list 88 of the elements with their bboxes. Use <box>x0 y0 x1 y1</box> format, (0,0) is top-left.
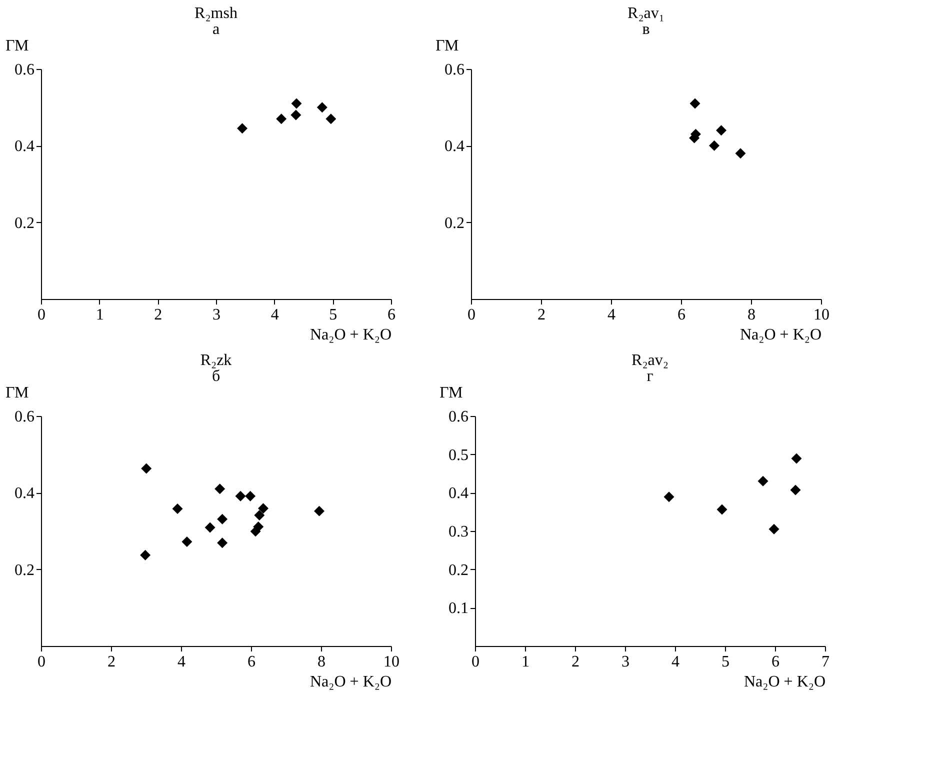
y-tick-label: 0.3 <box>448 524 468 540</box>
x-tick-label: 2 <box>108 654 116 670</box>
point <box>290 110 302 120</box>
point <box>716 504 728 515</box>
x-tick-label: 6 <box>678 306 686 324</box>
y-tick-label: 0.2 <box>444 214 464 232</box>
x-axis-title: Na₂O + K₂O <box>310 326 392 344</box>
x-tick-label: 5 <box>722 654 730 670</box>
point <box>316 102 328 113</box>
chart-title: R₂zk <box>200 352 232 369</box>
x-axis-title: Na₂O + K₂O <box>744 674 826 690</box>
x-tick-label: 8 <box>318 654 326 670</box>
point <box>690 98 700 109</box>
chart-subtitle: б <box>212 368 220 385</box>
point <box>326 114 336 124</box>
x-tick-label: 6 <box>388 306 396 324</box>
x-axis-title: Na₂O + K₂O <box>740 326 822 344</box>
x-tick-label: 4 <box>270 306 279 324</box>
point <box>214 484 226 494</box>
x-tick-label: 7 <box>822 654 830 670</box>
y-tick-label: 0.1 <box>448 600 468 618</box>
x-tick-label: 1 <box>522 654 530 670</box>
x-tick-label: 3 <box>212 306 220 324</box>
point <box>140 550 151 560</box>
point <box>709 140 720 151</box>
x-tick-label: 10 <box>814 306 830 324</box>
point <box>204 522 216 533</box>
x-tick-label: 5 <box>329 306 338 324</box>
chart-subtitle: в <box>642 21 650 38</box>
point <box>217 538 228 548</box>
y-tick-label: 0.4 <box>14 138 34 156</box>
y-tick-label: 0.2 <box>14 562 34 579</box>
x-tick-label: 4 <box>672 654 680 670</box>
y-axis-title: ГМ <box>436 38 459 54</box>
x-tick-label: 1 <box>96 306 104 324</box>
point <box>768 524 780 534</box>
point <box>182 536 192 547</box>
y-tick-label: 0.6 <box>444 62 464 78</box>
y-tick-label: 0.6 <box>14 408 34 426</box>
x-tick-label: 3 <box>622 654 630 670</box>
point <box>291 98 302 109</box>
point <box>716 125 726 136</box>
x-tick-label: 2 <box>572 654 580 670</box>
y-tick-label: 0.4 <box>448 485 468 502</box>
chart-subtitle: г <box>646 368 654 385</box>
x-tick-label: 0 <box>472 654 480 670</box>
x-tick-label: 8 <box>748 306 756 324</box>
chart-title: R₂msh <box>194 5 238 22</box>
y-tick-label: 0.4 <box>14 485 34 502</box>
x-tick-label: 2 <box>154 306 162 324</box>
chart-title: R₂av₂ <box>632 352 668 369</box>
y-axis-title: ГМ <box>440 384 463 402</box>
x-tick-label: 10 <box>384 654 400 670</box>
point <box>314 506 324 516</box>
point <box>172 504 183 514</box>
x-tick-label: 2 <box>538 306 546 324</box>
point <box>245 490 256 502</box>
point <box>235 490 246 502</box>
point <box>250 526 261 537</box>
x-tick-label: 4 <box>608 306 616 324</box>
point <box>791 453 802 464</box>
x-tick-label: 0 <box>38 306 46 324</box>
point <box>258 503 268 514</box>
y-tick-label: 0.4 <box>444 138 464 156</box>
point <box>735 148 746 159</box>
y-axis-title: ГМ <box>6 38 29 54</box>
point <box>217 514 228 524</box>
y-tick-label: 0.6 <box>14 62 34 78</box>
y-axis-title: ГМ <box>6 384 29 402</box>
y-tick-label: 0.2 <box>448 562 468 579</box>
point <box>254 510 265 521</box>
x-tick-label: 0 <box>38 654 46 670</box>
point <box>237 123 248 134</box>
x-axis-title: Na₂O + K₂O <box>310 674 392 690</box>
x-tick-label: 6 <box>248 654 256 670</box>
point <box>664 492 674 502</box>
x-tick-label: 4 <box>178 654 186 670</box>
point <box>276 114 287 124</box>
x-tick-label: 6 <box>772 654 780 670</box>
chart-title: R₂av₁ <box>628 5 664 22</box>
y-tick-label: 0.5 <box>448 446 468 464</box>
point <box>141 463 152 474</box>
point <box>758 476 768 486</box>
y-tick-label: 0.2 <box>14 214 34 232</box>
y-tick-label: 0.6 <box>448 408 468 426</box>
x-tick-label: 0 <box>468 306 476 324</box>
point <box>790 484 801 496</box>
chart-subtitle: а <box>212 21 220 38</box>
